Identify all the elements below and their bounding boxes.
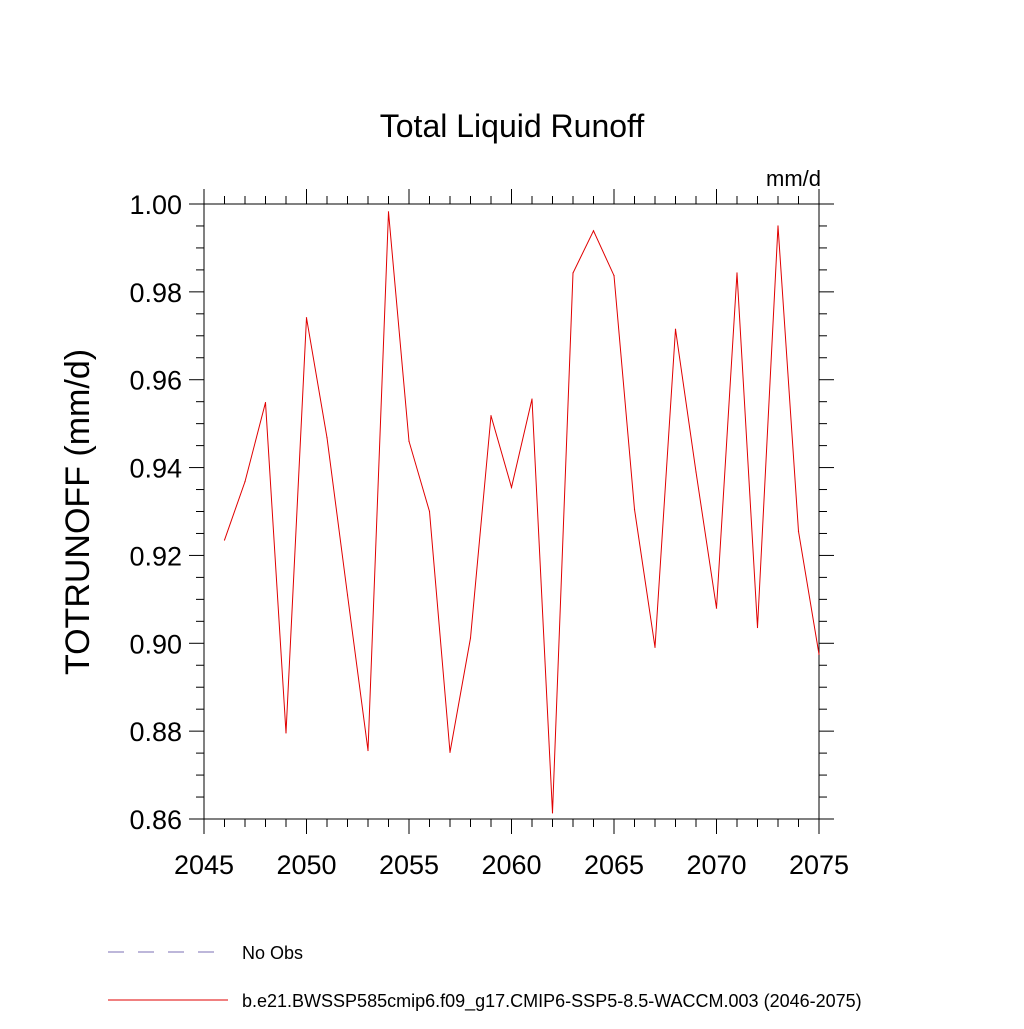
x-tick-label: 2070 (686, 850, 746, 880)
data-point (572, 272, 574, 274)
y-tick-label: 1.00 (129, 190, 182, 220)
chart-title: Total Liquid Runoff (380, 108, 645, 144)
data-point (449, 751, 451, 753)
data-point (305, 317, 308, 319)
data-point (715, 607, 718, 609)
x-tick-label: 2060 (481, 850, 541, 880)
series-layer (223, 211, 820, 814)
y-tick-label: 0.98 (129, 278, 182, 308)
data-point (531, 398, 533, 400)
data-point (777, 225, 779, 227)
x-tick-label: 2050 (276, 850, 336, 880)
x-tick-label: 2045 (174, 850, 234, 880)
data-point (346, 594, 349, 596)
data-point (736, 272, 738, 274)
units-label: mm/d (766, 166, 821, 191)
y-tick-label: 0.96 (129, 366, 182, 396)
data-point (326, 437, 328, 439)
x-tick-label: 2055 (379, 850, 439, 880)
data-point (469, 637, 472, 639)
series-line (224, 211, 820, 813)
axes: 2045 2050 2055 2060 2065 2070 2075 0.86 0.88 0.90… (129, 189, 849, 880)
x-tick-label: 2065 (584, 850, 644, 880)
legend: No Obs b.e21.BWSSP585cmip6.f09_g17.CMIP6-… (108, 943, 862, 1012)
data-point (490, 415, 492, 417)
data-point (428, 510, 431, 513)
data-point (367, 749, 369, 752)
data-point (756, 626, 759, 629)
data-point (223, 539, 226, 541)
legend-label: No Obs (242, 943, 303, 963)
data-point (408, 440, 410, 442)
data-point (510, 486, 513, 488)
data-point (818, 653, 820, 655)
y-tick-label: 0.86 (129, 805, 182, 835)
data-point (387, 211, 390, 213)
data-point (244, 481, 246, 483)
data-point (674, 328, 677, 330)
data-point (264, 401, 267, 404)
y-tick-label: 0.92 (129, 541, 182, 571)
plot-frame (203, 203, 820, 820)
y-tick-label: 0.94 (129, 454, 182, 484)
y-axis-label: TOTRUNOFF (mm/d) (59, 349, 97, 675)
data-point (613, 275, 615, 277)
data-point (654, 646, 656, 648)
data-point (797, 530, 800, 532)
data-point (695, 471, 697, 473)
data-point (285, 732, 287, 734)
x-tick-label: 2075 (789, 850, 849, 880)
legend-label: b.e21.BWSSP585cmip6.f09_g17.CMIP6-SSP5-8… (242, 991, 862, 1012)
data-point (592, 230, 595, 232)
y-tick-label: 0.88 (129, 717, 182, 747)
data-point (633, 508, 636, 510)
y-tick-label: 0.90 (129, 629, 182, 659)
data-point (551, 812, 554, 814)
